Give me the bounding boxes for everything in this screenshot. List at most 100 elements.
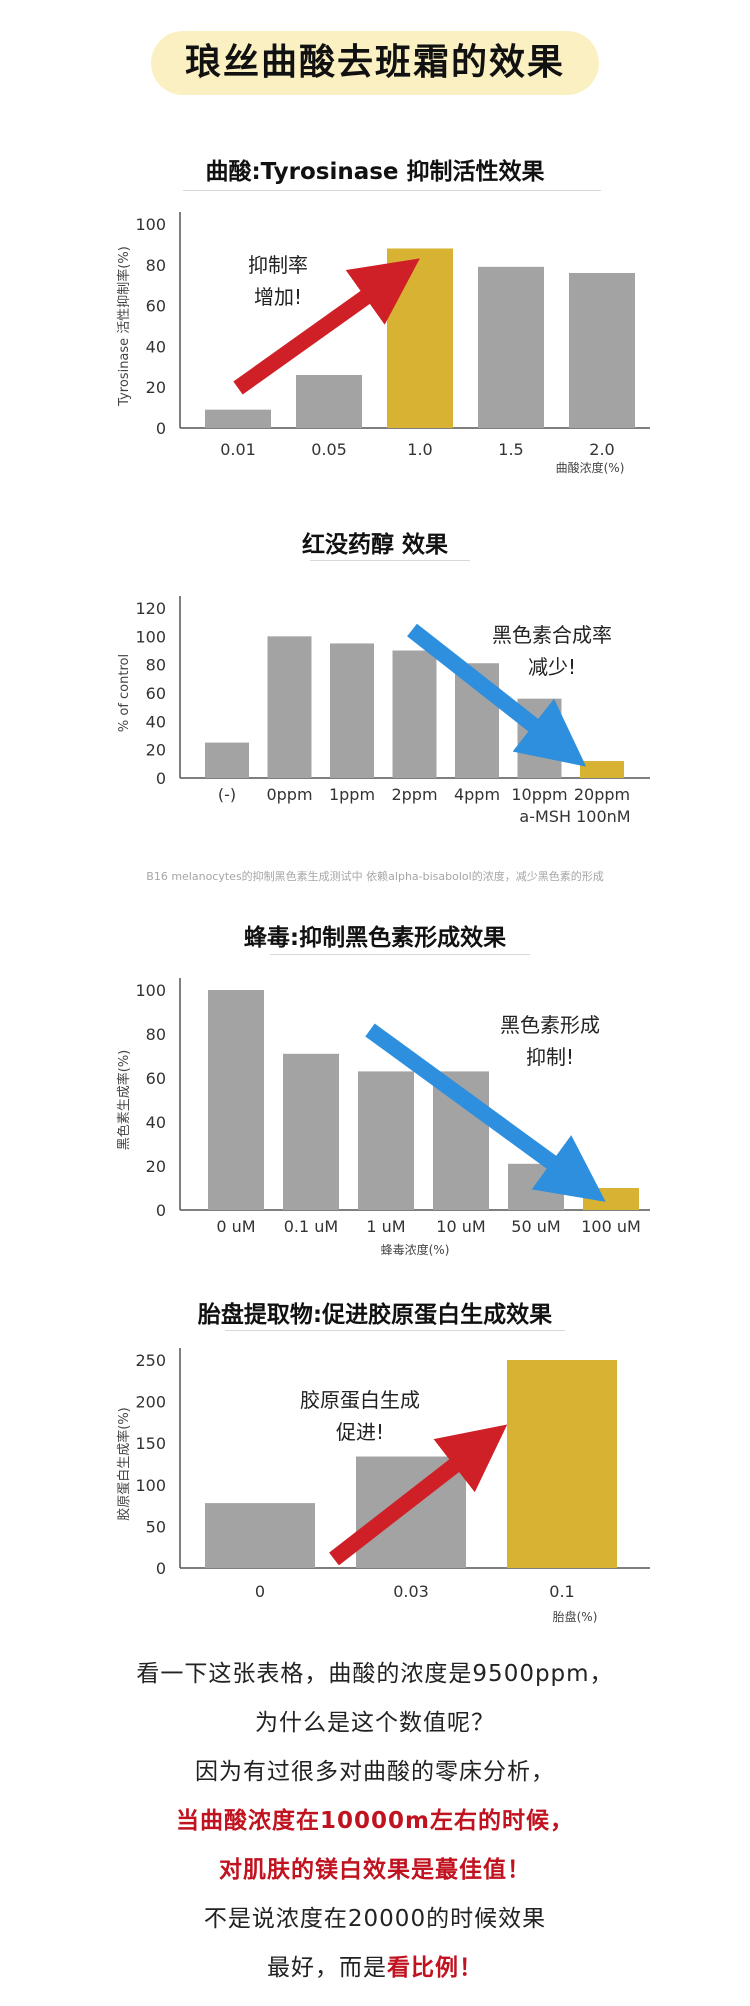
x-tick-label: 4ppm — [454, 785, 500, 804]
para-line-7: 最好，而是看比例！ — [0, 1948, 750, 1982]
y-tick-label: 60 — [146, 684, 166, 703]
bar-20ppm — [580, 761, 624, 778]
y-tick-label: 80 — [146, 256, 166, 275]
y-tick-label: 100 — [135, 627, 166, 646]
x-tick-label: (-) — [218, 785, 236, 804]
y-tick-label: 150 — [135, 1434, 166, 1453]
x-tick-label: 0.03 — [393, 1582, 429, 1601]
bar-0-1-uM — [283, 1053, 339, 1210]
para-line-6: 不是说浓度在20000的时候效果 — [203, 1906, 547, 1932]
x-axis-unit-label: 胎盘(%) — [553, 1609, 598, 1624]
x-tick-label: 0 — [255, 1582, 265, 1601]
x-tick-label: 20ppm — [574, 785, 630, 804]
y-tick-label: 120 — [135, 599, 166, 618]
x-tick-label: 2ppm — [391, 785, 437, 804]
page-header: 琅丝曲酸去班霜的效果 — [151, 31, 599, 95]
chart2-footnote: B16 melanocytes的抑制黑色素生成测试中 依赖alpha-bisab… — [146, 870, 604, 883]
y-tick-label: 50 — [146, 1517, 166, 1536]
annotation-line: 黑色素合成率 — [492, 623, 612, 647]
para-line-7-emphasis: 看比例！ — [387, 1955, 483, 1981]
chart4-svg: 0 50 100 150 200 250 胶原蛋白生成率(%) 0 0.03 0.1 胎盘(%) 胶原… — [116, 1348, 650, 1624]
chart3-title: 蜂毒:抑制黑色素形成效果 — [243, 925, 507, 951]
para-line-4-highlight: 当曲酸浓度在10000m左右的时候， — [176, 1808, 574, 1834]
chart3-svg: 0 20 40 60 80 100 黑色素生成率(%) 0 uM 0.1 uM 1 uM 10 uM… — [116, 978, 650, 1257]
chart2-title: 红没药醇 效果 — [301, 532, 448, 558]
y-tick-label: 0 — [156, 1201, 166, 1220]
x-tick-label: 1 uM — [366, 1217, 405, 1236]
bar-1-uM — [358, 1071, 414, 1210]
y-tick-label: 0 — [156, 1559, 166, 1578]
y-tick-label: 60 — [146, 297, 166, 316]
para-line-2: 为什么是这个数值呢？ — [255, 1710, 495, 1736]
x-tick-label: 0.1 uM — [284, 1217, 338, 1236]
chart4-title-rule — [225, 1330, 565, 1331]
annotation-line: 增加! — [254, 285, 302, 309]
y-tick-label: 80 — [146, 656, 166, 675]
y-tick-label: 100 — [135, 215, 166, 234]
bar-1-5 — [478, 266, 544, 428]
bar-0 — [205, 1503, 315, 1568]
bar-0-05 — [296, 374, 362, 428]
y-tick-label: 60 — [146, 1069, 166, 1088]
y-tick-label: 200 — [135, 1393, 166, 1412]
chart2-title-rule — [310, 560, 470, 561]
red-arrow — [233, 258, 420, 395]
chart1-title-rule — [183, 190, 601, 191]
x-tick-label: 0.01 — [220, 440, 256, 459]
blue-arrow — [407, 623, 587, 767]
y-tick-label: 40 — [146, 1113, 166, 1132]
bar- — [205, 742, 249, 778]
bar-2ppm — [392, 650, 437, 778]
red-arrow — [329, 1424, 508, 1566]
x-tick-label: 10 uM — [436, 1217, 485, 1236]
y-tick-label: 100 — [135, 981, 166, 1000]
x-tick-label: 0ppm — [266, 785, 312, 804]
x-tick-label: 0 uM — [216, 1217, 255, 1236]
y-tick-label: 20 — [146, 741, 166, 760]
bar-0-01 — [205, 409, 271, 428]
x-axis-unit-label: 曲酸浓度(%) — [556, 460, 625, 475]
y-axis-label: % of control — [117, 654, 132, 732]
annotation-line: 胶原蛋白生成 — [300, 1388, 420, 1412]
annotation-line: 抑制! — [526, 1045, 574, 1069]
bar-0ppm — [267, 636, 312, 778]
bar-0-uM — [208, 990, 264, 1210]
y-axis-label: 黑色素生成率(%) — [116, 1050, 132, 1151]
y-tick-label: 250 — [135, 1351, 166, 1370]
x-tick-label: 1.0 — [407, 440, 432, 459]
x-axis-unit-label: a-MSH 100nM — [519, 807, 630, 826]
y-tick-label: 20 — [146, 378, 166, 397]
bar-2-0 — [569, 272, 635, 428]
x-tick-label: 10ppm — [511, 785, 567, 804]
y-axis-label: 胶原蛋白生成率(%) — [116, 1407, 132, 1521]
y-tick-label: 40 — [146, 337, 166, 356]
y-tick-label: 20 — [146, 1157, 166, 1176]
y-tick-label: 0 — [156, 769, 166, 788]
bar-100-uM — [583, 1188, 639, 1210]
chart3-title-rule — [270, 954, 530, 955]
annotation-line: 减少! — [528, 655, 576, 679]
chart4-title: 胎盘提取物:促进胶原蛋白生成效果 — [197, 1302, 553, 1328]
x-tick-label: 50 uM — [511, 1217, 560, 1236]
para-line-1: 看一下这张表格，曲酸的浓度是9500ppm， — [136, 1661, 614, 1687]
bar-1ppm — [330, 643, 374, 778]
x-tick-label: 1.5 — [498, 440, 523, 459]
x-tick-label: 1ppm — [329, 785, 375, 804]
annotation-line: 抑制率 — [248, 253, 308, 277]
y-tick-label: 80 — [146, 1025, 166, 1044]
x-tick-label: 0.1 — [549, 1582, 574, 1601]
chart1-title: 曲酸:Tyrosinase 抑制活性效果 — [205, 159, 545, 185]
para-line-5-highlight: 对肌肤的镁白效果是蕞佳值！ — [219, 1857, 531, 1883]
y-tick-label: 0 — [156, 419, 166, 438]
y-axis-label: Tyrosinase 活性抑制率(%) — [116, 246, 132, 407]
para-line-3: 因为有过很多对曲酸的零床分析， — [195, 1759, 555, 1785]
para-line-7-text: 最好，而是 — [267, 1955, 387, 1981]
chart2-svg: 0 20 40 60 80 100 120 % of control (-) 0ppm 1ppm 2p… — [117, 596, 650, 826]
blue-arrow — [365, 1023, 606, 1202]
annotation-line: 黑色素形成 — [500, 1013, 600, 1037]
x-tick-label: 100 uM — [581, 1217, 641, 1236]
x-tick-label: 2.0 — [589, 440, 614, 459]
bar-0-1 — [507, 1360, 617, 1568]
annotation-line: 促进! — [336, 1420, 384, 1444]
x-tick-label: 0.05 — [311, 440, 347, 459]
